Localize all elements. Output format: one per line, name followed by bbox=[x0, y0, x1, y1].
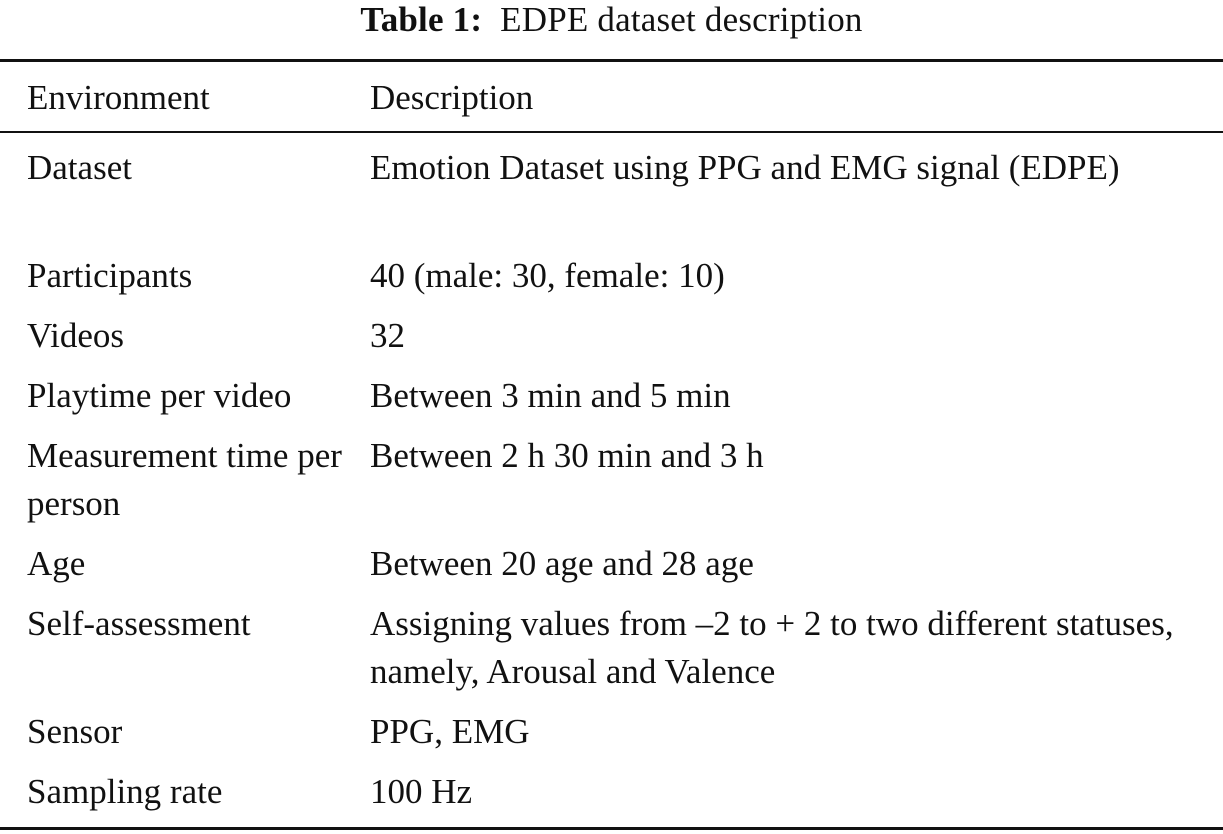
table-row: Participants 40 (male: 30, female: 10) bbox=[0, 252, 1223, 312]
description-cell: 100 Hz bbox=[370, 772, 473, 811]
header-environment: Environment bbox=[27, 78, 210, 117]
environment-cell: Age bbox=[27, 544, 86, 583]
table-body: Dataset Emotion Dataset using PPG and EM… bbox=[0, 144, 1223, 828]
environment-cell: Playtime per video bbox=[27, 376, 292, 415]
description-cell: Emotion Dataset using PPG and EMG signal… bbox=[370, 148, 1120, 187]
description-cell: PPG, EMG bbox=[370, 712, 530, 751]
environment-cell: Measurement time per person bbox=[27, 436, 342, 523]
description-cell: Between 2 h 30 min and 3 h bbox=[370, 436, 764, 475]
caption-title: EDPE dataset description bbox=[500, 0, 863, 39]
environment-cell: Participants bbox=[27, 256, 193, 295]
table-row: Measurement time per person Between 2 h … bbox=[0, 432, 1223, 540]
environment-cell: Dataset bbox=[27, 148, 132, 187]
description-cell: 40 (male: 30, female: 10) bbox=[370, 256, 725, 295]
environment-cell: Videos bbox=[27, 316, 125, 355]
table-row: Self-assessment Assigning values from –2… bbox=[0, 600, 1223, 708]
top-rule bbox=[0, 59, 1223, 62]
table-row: Dataset Emotion Dataset using PPG and EM… bbox=[0, 144, 1223, 252]
description-cell: Between 20 age and 28 age bbox=[370, 544, 754, 583]
description-cell: 32 bbox=[370, 316, 405, 355]
table-row: Age Between 20 age and 28 age bbox=[0, 540, 1223, 600]
environment-cell: Sensor bbox=[27, 712, 123, 751]
environment-cell: Sampling rate bbox=[27, 772, 223, 811]
header-rule bbox=[0, 131, 1223, 133]
bottom-rule bbox=[0, 827, 1223, 830]
description-cell: Assigning values from –2 to + 2 to two d… bbox=[370, 604, 1174, 691]
table-row: Videos 32 bbox=[0, 312, 1223, 372]
caption-label: Table 1: bbox=[360, 0, 483, 39]
table-row: Playtime per video Between 3 min and 5 m… bbox=[0, 372, 1223, 432]
description-cell: Between 3 min and 5 min bbox=[370, 376, 731, 415]
header-description: Description bbox=[370, 78, 534, 117]
environment-cell: Self-assessment bbox=[27, 604, 251, 643]
table-row: Sampling rate 100 Hz bbox=[0, 768, 1223, 828]
table-caption: Table 1: EDPE dataset description bbox=[0, 0, 1223, 40]
table-row: Sensor PPG, EMG bbox=[0, 708, 1223, 768]
